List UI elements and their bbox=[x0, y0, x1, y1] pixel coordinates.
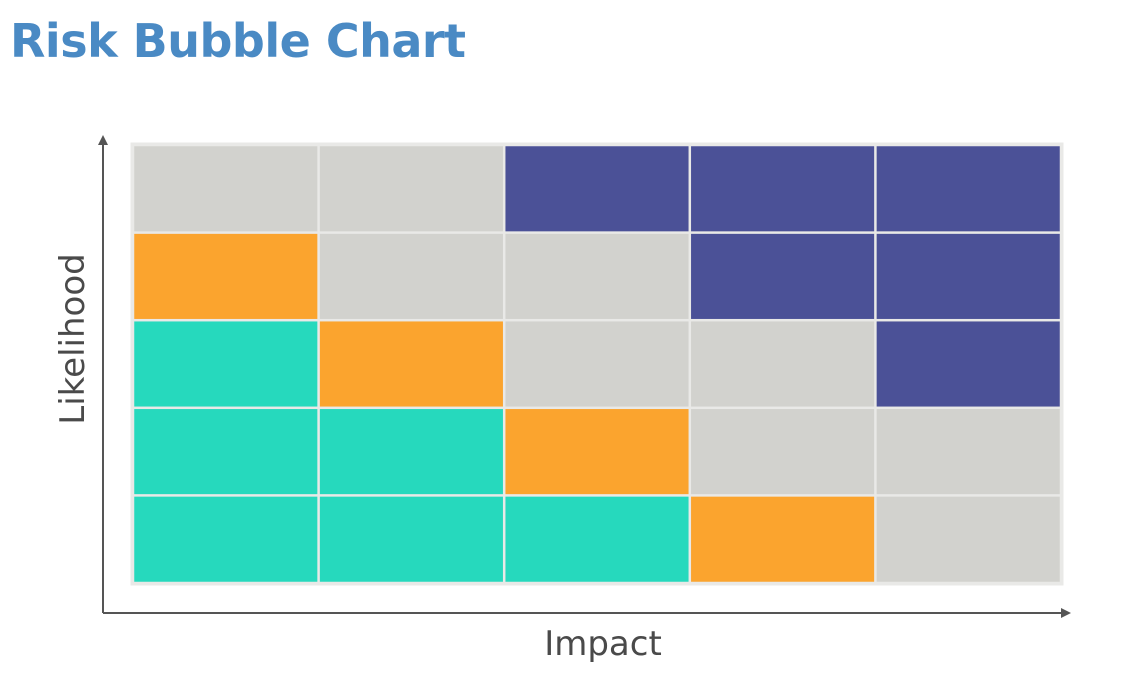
matrix-cell-high bbox=[505, 146, 689, 232]
matrix-cells bbox=[130, 142, 1064, 586]
x-axis-label: Impact bbox=[544, 624, 662, 664]
matrix-cell-neutral bbox=[505, 321, 689, 407]
chart-title: Risk Bubble Chart bbox=[10, 14, 466, 68]
matrix-cell-medium bbox=[691, 496, 875, 582]
matrix-cell-low bbox=[319, 409, 503, 495]
matrix-cell-low bbox=[134, 409, 318, 495]
matrix-cell-low bbox=[319, 496, 503, 582]
matrix-cell-high bbox=[691, 146, 875, 232]
matrix-cell-high bbox=[876, 146, 1060, 232]
matrix-cell-neutral bbox=[505, 233, 689, 319]
matrix-cell-neutral bbox=[876, 409, 1060, 495]
matrix-cell-neutral bbox=[691, 409, 875, 495]
matrix-cell-medium bbox=[505, 409, 689, 495]
matrix-cell-low bbox=[505, 496, 689, 582]
matrix-cell-high bbox=[691, 233, 875, 319]
matrix-cell-high bbox=[876, 233, 1060, 319]
matrix-cell-medium bbox=[319, 321, 503, 407]
matrix-cell-neutral bbox=[134, 146, 318, 232]
matrix-cell-low bbox=[134, 321, 318, 407]
matrix-cell-neutral bbox=[876, 496, 1060, 582]
matrix-cell-neutral bbox=[319, 146, 503, 232]
matrix-cell-low bbox=[134, 496, 318, 582]
matrix-cell-medium bbox=[134, 233, 318, 319]
matrix-cell-neutral bbox=[319, 233, 503, 319]
matrix-cell-neutral bbox=[691, 321, 875, 407]
y-axis-label: Likelihood bbox=[53, 253, 93, 424]
matrix-cell-high bbox=[876, 321, 1060, 407]
